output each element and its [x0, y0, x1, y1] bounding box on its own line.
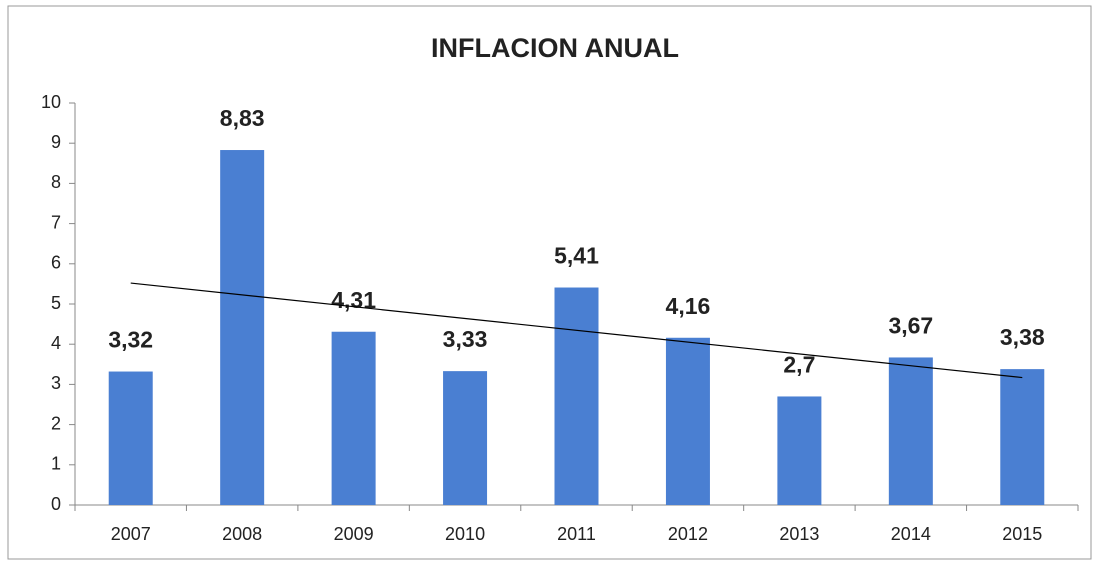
x-tick-label: 2007 — [111, 524, 151, 544]
bar — [777, 396, 822, 505]
y-tick-label: 4 — [51, 333, 61, 353]
y-tick-label: 6 — [51, 253, 61, 273]
x-tick-label: 2010 — [445, 524, 485, 544]
y-tick-label: 1 — [51, 454, 61, 474]
x-tick-label: 2012 — [668, 524, 708, 544]
bar — [443, 371, 488, 505]
bar — [665, 337, 710, 505]
value-label: 4,16 — [666, 293, 711, 319]
x-tick-label: 2009 — [334, 524, 374, 544]
bar — [888, 357, 933, 505]
value-label: 2,7 — [783, 352, 815, 378]
x-tick-label: 2014 — [891, 524, 931, 544]
y-tick-label: 8 — [51, 172, 61, 192]
y-tick-label: 9 — [51, 132, 61, 152]
value-label: 3,33 — [443, 326, 488, 352]
value-label: 3,38 — [1000, 324, 1045, 350]
y-tick-label: 0 — [51, 494, 61, 514]
trendline — [130, 282, 1023, 379]
y-tick-label: 3 — [51, 373, 61, 393]
x-tick-label: 2011 — [557, 524, 596, 544]
bar — [554, 287, 599, 505]
value-label: 3,32 — [108, 327, 153, 353]
y-tick-label: 5 — [51, 293, 61, 313]
value-label: 3,67 — [888, 313, 933, 339]
y-tick-label: 7 — [51, 212, 61, 232]
value-label: 5,41 — [554, 243, 599, 269]
y-tick-label: 2 — [51, 413, 61, 433]
bar — [331, 331, 376, 505]
bar — [1000, 369, 1045, 505]
x-tick-label: 2013 — [779, 524, 819, 544]
x-tick-label: 2015 — [1002, 524, 1042, 544]
chart-title: INFLACION ANUAL — [431, 33, 679, 63]
bar — [108, 371, 153, 505]
bar — [220, 150, 265, 505]
value-label: 8,83 — [220, 105, 265, 131]
y-tick-label: 10 — [41, 92, 61, 112]
x-tick-label: 2008 — [222, 524, 262, 544]
